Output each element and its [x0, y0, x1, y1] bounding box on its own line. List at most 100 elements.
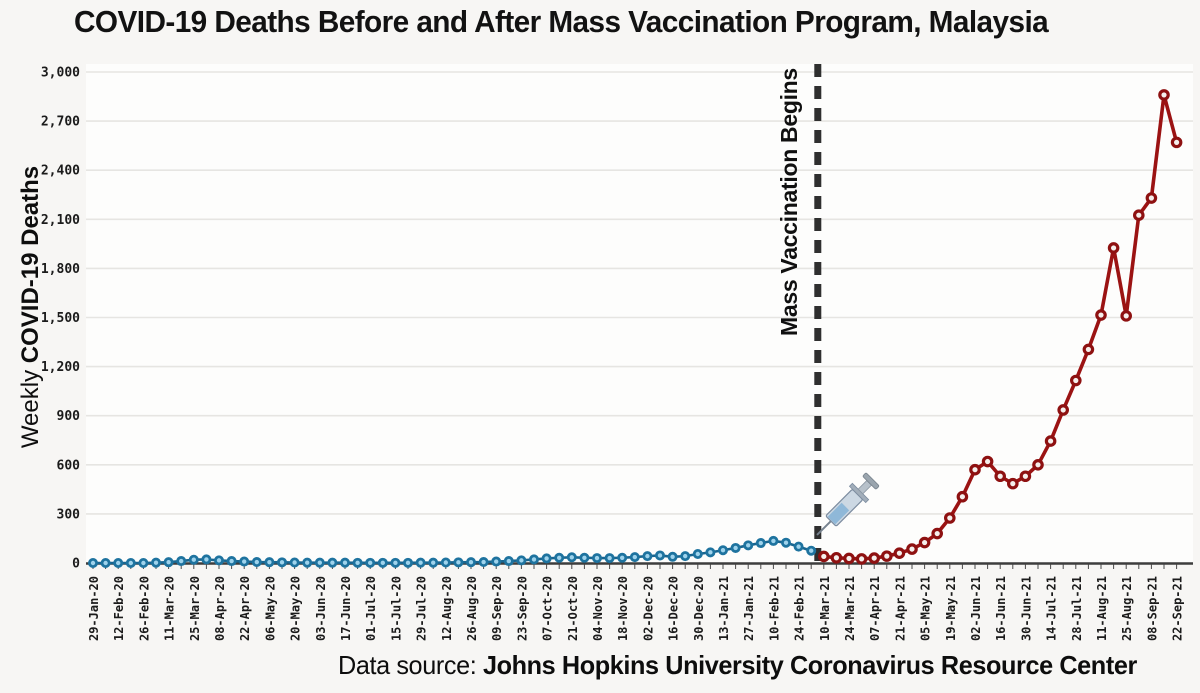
before-series-point: [680, 551, 691, 562]
before-series-point: [529, 554, 540, 565]
after-series-point: [1107, 242, 1120, 254]
before-series-point: [566, 552, 577, 563]
before-series-point: [289, 557, 300, 568]
x-tick-label: 16-Jun-21: [994, 576, 1008, 641]
x-tick-label: 20-May-20: [289, 576, 303, 641]
after-series-point: [1044, 435, 1057, 447]
after-series-point: [1158, 89, 1170, 101]
before-series-point: [176, 556, 187, 567]
before-series-point: [503, 556, 514, 567]
x-tick-label: 04-Nov-20: [591, 576, 605, 641]
y-tick-label: 900: [57, 409, 81, 424]
after-series-point: [1120, 310, 1132, 322]
before-series-point: [365, 557, 376, 568]
before-series-point: [138, 558, 149, 569]
x-tick-label: 23-Sep-20: [515, 576, 529, 641]
x-tick-label: 08-Sep-21: [1145, 576, 1159, 641]
before-series-point: [440, 557, 451, 568]
before-series-point: [188, 554, 199, 565]
chart-title-country: Malaysia: [928, 4, 1049, 39]
x-tick-label: 30-Dec-20: [692, 576, 706, 641]
x-tick-label: 22-Apr-20: [238, 576, 252, 641]
before-series-point: [465, 557, 476, 568]
before-series-point: [541, 553, 552, 564]
x-tick-label: 24-Feb-21: [793, 576, 807, 641]
syringe-icon: [816, 472, 880, 536]
before-series-point: [781, 537, 792, 548]
x-tick-label: 21-Oct-20: [566, 576, 580, 641]
after-series-point: [1082, 343, 1095, 356]
after-series-point: [994, 470, 1006, 483]
before-series-point: [339, 557, 350, 568]
after-series-point: [1070, 374, 1082, 387]
x-tick-label: 09-Sep-20: [490, 576, 504, 641]
chart-title: COVID-19 Deaths Before and After Mass Va…: [74, 4, 1155, 40]
after-series-point: [843, 552, 855, 565]
before-series-point: [264, 557, 275, 568]
before-series-point: [592, 553, 603, 564]
before-series-point: [327, 557, 338, 568]
before-series-point: [352, 557, 363, 568]
y-tick-label: 1,200: [41, 360, 80, 375]
x-tick-label: 11-Aug-21: [1095, 576, 1109, 641]
after-series-point: [817, 550, 830, 563]
before-series-point: [125, 558, 136, 569]
x-tick-label: 30-Jun-21: [1019, 576, 1033, 641]
after-series-point: [1145, 192, 1158, 204]
before-series-point: [302, 557, 313, 568]
before-series-point: [755, 538, 766, 549]
x-tick-label: 15-Jul-20: [389, 576, 403, 641]
x-tick-label: 02-Dec-20: [641, 576, 655, 641]
before-series-point: [226, 556, 237, 567]
before-series-point: [428, 557, 439, 568]
before-series-point: [806, 545, 817, 556]
x-tick-label: 24-Mar-21: [843, 576, 857, 641]
before-series-point: [579, 552, 590, 563]
before-series-point: [88, 558, 99, 569]
before-series-point: [655, 550, 666, 561]
after-series-point: [1032, 458, 1044, 471]
before-series-point: [163, 557, 174, 568]
before-series-line: [93, 539, 812, 565]
x-tick-label: 29-Jan-20: [87, 576, 101, 641]
before-series-point: [276, 557, 287, 568]
plot-area: [86, 64, 1193, 563]
y-tick-label: 2,400: [41, 164, 80, 179]
x-tick-label: 06-May-20: [263, 576, 277, 641]
data-source-caption: Data source: Johns Hopkins University Co…: [338, 650, 1137, 680]
before-series-point: [314, 557, 325, 568]
chart-title-text: COVID-19 Deaths Before and After Mass Va…: [74, 4, 929, 39]
x-tick-label: 07-Oct-20: [541, 576, 555, 641]
x-tick-label: 12-Feb-20: [112, 576, 126, 641]
before-series-point: [516, 555, 527, 566]
after-series-point: [1019, 470, 1032, 483]
x-tick-label: 22-Sep-21: [1171, 576, 1185, 641]
x-tick-label: 21-Apr-21: [893, 576, 907, 641]
after-series-point: [969, 463, 981, 476]
before-series-point: [718, 545, 729, 556]
after-series-point: [1170, 136, 1183, 149]
before-series-point: [478, 557, 489, 568]
before-series-point: [554, 552, 565, 563]
after-series-point: [1133, 209, 1145, 222]
before-series-point: [730, 542, 741, 553]
x-tick-label: 25-Aug-21: [1120, 576, 1134, 641]
before-series-point: [629, 552, 640, 563]
x-tick-label: 08-Apr-20: [213, 576, 227, 641]
before-series-point: [705, 547, 716, 558]
x-tick-label: 26-Feb-20: [137, 576, 151, 641]
before-series-point: [213, 555, 224, 566]
x-tick-label: 01-Jul-20: [364, 576, 378, 641]
x-tick-label: 10-Feb-21: [767, 576, 781, 641]
y-tick-label: 1,800: [41, 262, 80, 277]
before-series-point: [150, 557, 161, 568]
before-series-point: [617, 552, 628, 563]
y-tick-label: 300: [57, 507, 81, 522]
x-tick-label: 28-Jul-21: [1070, 576, 1084, 641]
before-series-point: [390, 557, 401, 568]
before-series-point: [692, 548, 703, 559]
x-tick-label: 16-Dec-20: [667, 576, 681, 641]
before-series-point: [113, 558, 124, 569]
y-tick-label: 2,700: [41, 115, 80, 130]
